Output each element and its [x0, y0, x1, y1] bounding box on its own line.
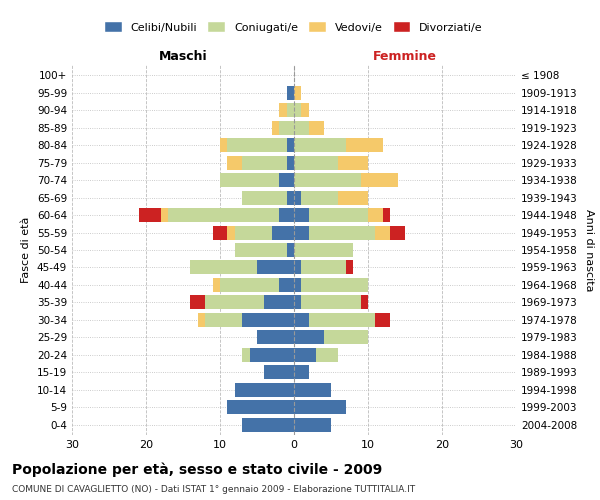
Bar [294, 156, 338, 170]
Bar [294, 173, 361, 187]
Bar [139, 208, 161, 222]
Bar [376, 226, 390, 239]
Bar [257, 260, 294, 274]
Bar [235, 226, 272, 239]
Bar [346, 138, 383, 152]
Bar [309, 313, 376, 327]
Bar [361, 173, 398, 187]
Bar [361, 296, 368, 310]
Bar [287, 86, 294, 100]
Bar [198, 313, 205, 327]
Bar [294, 418, 331, 432]
Bar [279, 104, 287, 118]
Bar [294, 382, 331, 396]
Bar [301, 296, 361, 310]
Bar [287, 138, 294, 152]
Bar [205, 296, 265, 310]
Bar [242, 348, 250, 362]
Bar [279, 121, 294, 135]
Bar [279, 208, 294, 222]
Bar [294, 226, 309, 239]
Bar [242, 156, 287, 170]
Bar [294, 121, 309, 135]
Bar [294, 138, 346, 152]
Bar [301, 278, 368, 292]
Bar [294, 260, 301, 274]
Text: Femmine: Femmine [373, 50, 437, 64]
Bar [168, 208, 279, 222]
Bar [272, 121, 279, 135]
Bar [220, 173, 279, 187]
Bar [250, 348, 294, 362]
Bar [227, 400, 294, 414]
Bar [294, 86, 301, 100]
Bar [294, 313, 309, 327]
Bar [227, 156, 242, 170]
Bar [235, 243, 287, 257]
Bar [376, 313, 390, 327]
Bar [309, 226, 376, 239]
Y-axis label: Anni di nascita: Anni di nascita [584, 209, 594, 291]
Bar [338, 156, 368, 170]
Bar [323, 330, 368, 344]
Bar [190, 296, 205, 310]
Text: Maschi: Maschi [158, 50, 208, 64]
Bar [294, 208, 309, 222]
Bar [242, 190, 287, 204]
Bar [390, 226, 405, 239]
Bar [287, 104, 294, 118]
Legend: Celibi/Nubili, Coniugati/e, Vedovi/e, Divorziati/e: Celibi/Nubili, Coniugati/e, Vedovi/e, Di… [102, 19, 486, 36]
Y-axis label: Fasce di età: Fasce di età [22, 217, 31, 283]
Text: Popolazione per età, sesso e stato civile - 2009: Popolazione per età, sesso e stato civil… [12, 462, 382, 477]
Bar [220, 278, 279, 292]
Bar [220, 138, 227, 152]
Bar [287, 190, 294, 204]
Bar [294, 330, 323, 344]
Bar [242, 313, 294, 327]
Bar [368, 208, 383, 222]
Bar [190, 260, 257, 274]
Bar [257, 330, 294, 344]
Bar [287, 243, 294, 257]
Bar [301, 190, 338, 204]
Bar [265, 296, 294, 310]
Bar [294, 296, 301, 310]
Bar [294, 104, 301, 118]
Bar [287, 156, 294, 170]
Bar [161, 208, 168, 222]
Bar [294, 365, 309, 379]
Bar [227, 138, 287, 152]
Bar [212, 226, 227, 239]
Bar [205, 313, 242, 327]
Bar [212, 278, 220, 292]
Bar [301, 260, 346, 274]
Bar [242, 418, 294, 432]
Bar [383, 208, 390, 222]
Bar [227, 226, 235, 239]
Text: COMUNE DI CAVAGLIETTO (NO) - Dati ISTAT 1° gennaio 2009 - Elaborazione TUTTITALI: COMUNE DI CAVAGLIETTO (NO) - Dati ISTAT … [12, 485, 415, 494]
Bar [294, 243, 353, 257]
Bar [338, 190, 368, 204]
Bar [294, 190, 301, 204]
Bar [316, 348, 338, 362]
Bar [294, 348, 316, 362]
Bar [279, 173, 294, 187]
Bar [294, 400, 346, 414]
Bar [272, 226, 294, 239]
Bar [301, 104, 309, 118]
Bar [346, 260, 353, 274]
Bar [279, 278, 294, 292]
Bar [309, 208, 368, 222]
Bar [235, 382, 294, 396]
Bar [265, 365, 294, 379]
Bar [294, 278, 301, 292]
Bar [309, 121, 323, 135]
